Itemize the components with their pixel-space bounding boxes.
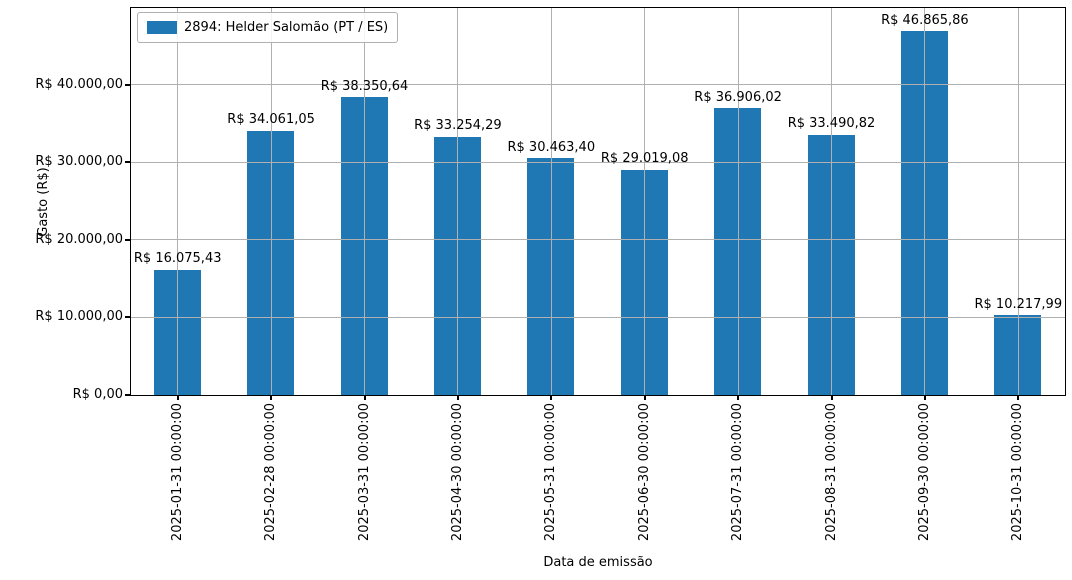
y-tick-mark [125,83,131,86]
x-tick-mark [363,395,366,400]
bar-value-label: R$ 10.217,99 [974,296,1063,312]
vertical-gridline [924,7,926,395]
y-tick-mark [125,394,131,396]
x-tick-label: 2025-02-28 00:00:00 [263,403,279,542]
x-tick-label: 2025-01-31 00:00:00 [169,403,185,542]
y-tick-mark [125,238,131,241]
x-tick-mark [737,395,740,400]
bar-value-label: R$ 29.019,08 [600,151,689,167]
legend-label: 2894: Helder Salomão (PT / ES) [184,20,389,35]
x-tick-label: 2025-09-30 00:00:00 [916,403,932,542]
x-tick-label: 2025-10-31 00:00:00 [1010,403,1026,542]
x-tick-label: 2025-04-30 00:00:00 [449,403,465,542]
x-tick-mark [270,395,273,400]
x-tick-label: 2025-05-31 00:00:00 [543,403,559,542]
bar-value-label: R$ 38.350,64 [320,78,409,94]
y-tick-mark [125,316,131,319]
x-tick-label: 2025-08-31 00:00:00 [823,403,839,542]
x-tick-label: 2025-03-31 00:00:00 [356,403,372,542]
bar-value-label: R$ 30.463,40 [507,139,596,155]
y-tick-label: R$ 30.000,00 [35,154,123,170]
vertical-gridline [831,7,832,395]
bar-value-label: R$ 46.865,86 [881,12,969,28]
plot-area [129,6,1066,396]
bar-value-label: R$ 16.075,43 [133,251,222,267]
y-tick-label: R$ 10.000,00 [35,309,123,325]
vertical-gridline [737,7,739,395]
horizontal-gridline [130,239,1065,241]
x-tick-mark [1017,395,1020,400]
vertical-gridline [177,7,179,395]
horizontal-gridline [130,84,1065,86]
x-tick-label: 2025-07-31 00:00:00 [730,403,746,542]
x-tick-mark [643,395,646,400]
y-axis-label: Gasto (R$) [36,167,51,237]
vertical-gridline [644,7,646,395]
horizontal-gridline [130,161,1065,163]
vertical-gridline [550,7,552,395]
vertical-gridline [457,7,459,395]
horizontal-gridline [130,316,1065,318]
x-tick-mark [176,395,179,400]
legend: 2894: Helder Salomão (PT / ES) [137,12,399,43]
x-tick-label: 2025-06-30 00:00:00 [636,403,652,542]
vertical-gridline [270,7,272,395]
bar-value-label: R$ 33.254,29 [414,118,502,134]
x-tick-mark [456,395,459,400]
vertical-gridline [364,7,365,395]
x-tick-mark [550,395,553,400]
bar-value-label: R$ 36.906,02 [694,89,782,105]
bar-value-label: R$ 33.490,82 [787,116,876,132]
x-axis-label: Data de emissão [543,555,653,570]
vertical-gridline [1017,7,1019,395]
bar-value-label: R$ 34.061,05 [227,112,315,128]
x-tick-mark [923,395,926,400]
y-tick-label: R$ 40.000,00 [35,76,123,92]
legend-swatch [147,21,177,34]
y-tick-mark [125,161,131,164]
y-tick-label: R$ 20.000,00 [35,231,123,247]
y-tick-label: R$ 0,00 [72,387,123,402]
x-tick-mark [830,395,833,400]
